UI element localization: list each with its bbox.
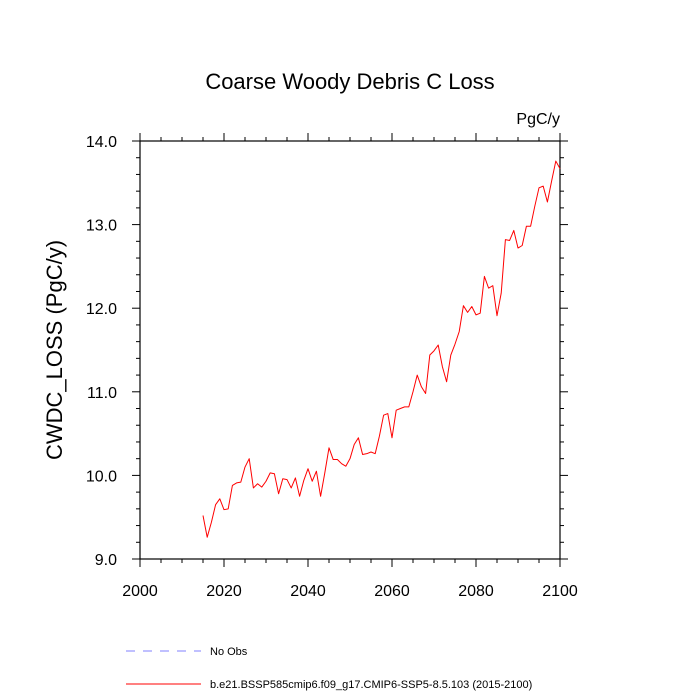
series-line-0 bbox=[202, 160, 561, 538]
x-tick-label: 2040 bbox=[290, 583, 326, 600]
y-tick-label: 9.0 bbox=[95, 552, 117, 569]
legend-label-no-obs: No Obs bbox=[210, 646, 248, 658]
y-tick-label: 12.0 bbox=[86, 301, 117, 318]
y-tick-label: 13.0 bbox=[86, 218, 117, 235]
units-label: PgC/y bbox=[516, 111, 560, 128]
chart-title: Coarse Woody Debris C Loss bbox=[205, 69, 494, 94]
axis-tick-labels: 2000 2020 2040 2060 2080 2100 9.0 10.0 11.0 12.0 1… bbox=[86, 134, 578, 600]
y-tick-label: 14.0 bbox=[86, 134, 117, 151]
legend: No Obs b.e21.BSSP585cmip6.f09_g17.CMIP6-… bbox=[126, 646, 532, 691]
x-tick-label: 2060 bbox=[374, 583, 410, 600]
y-axis-label: CWDC_LOSS (PgC/y) bbox=[42, 240, 67, 460]
legend-label-run: b.e21.BSSP585cmip6.f09_g17.CMIP6-SSP5-8.… bbox=[210, 679, 532, 691]
plot-frame bbox=[139, 140, 561, 560]
y-tick-label: 10.0 bbox=[86, 468, 117, 485]
y-tick-label: 11.0 bbox=[87, 385, 117, 402]
x-tick-label: 2100 bbox=[542, 583, 578, 600]
x-tick-label: 2080 bbox=[458, 583, 494, 600]
series-group bbox=[202, 160, 561, 538]
x-tick-label: 2000 bbox=[122, 583, 158, 600]
axis-ticks bbox=[132, 133, 568, 567]
x-tick-label: 2020 bbox=[206, 583, 242, 600]
